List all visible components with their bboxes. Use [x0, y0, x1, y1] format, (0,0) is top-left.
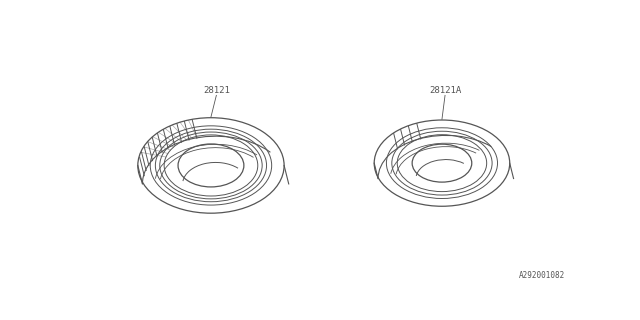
Text: 28121: 28121	[203, 86, 230, 95]
Text: A292001082: A292001082	[519, 271, 565, 280]
Text: 28121A: 28121A	[429, 86, 461, 95]
